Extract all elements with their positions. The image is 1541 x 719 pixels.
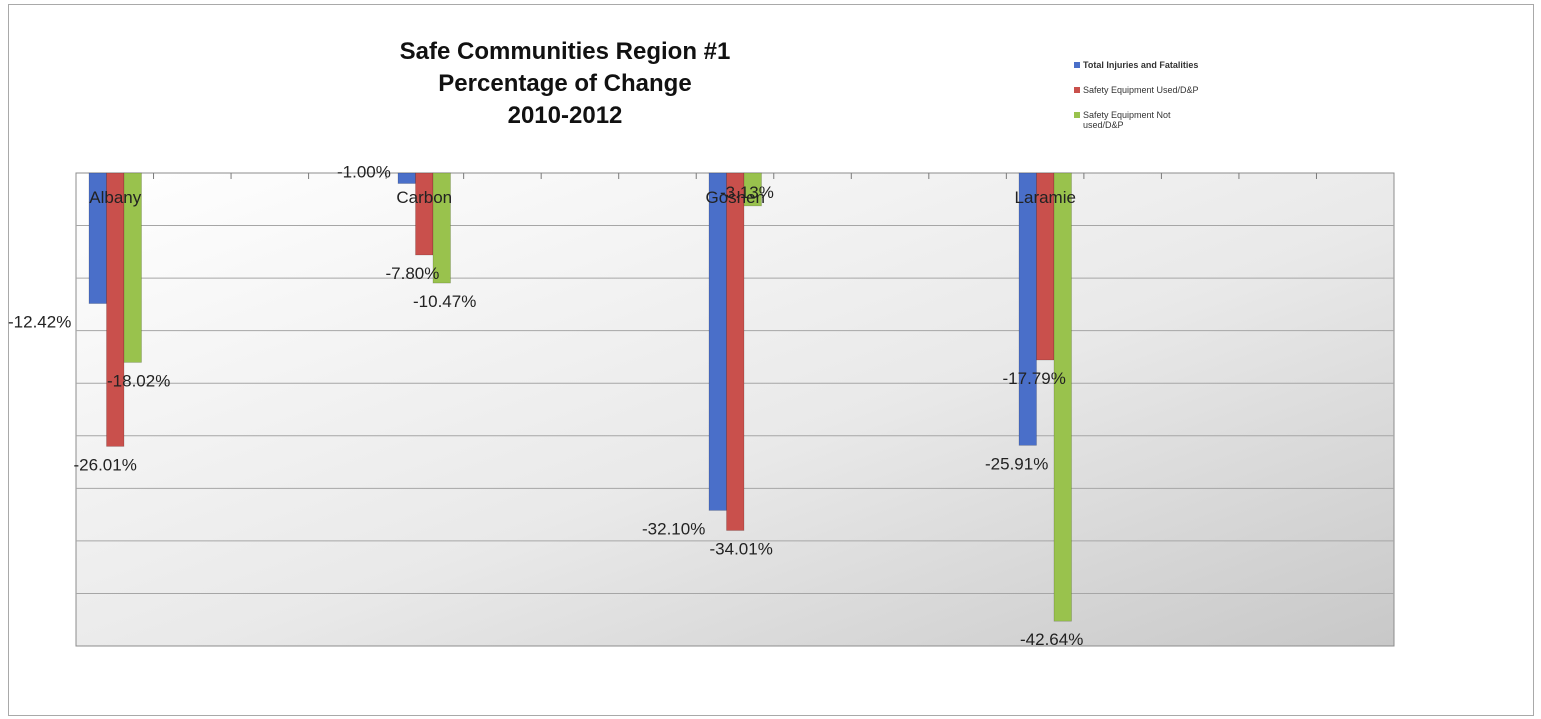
value-label-goshen-safety-equipment-not-used-d-p: -3.13% xyxy=(720,183,774,202)
legend-swatch-total-injuries xyxy=(1074,62,1080,68)
bar-goshen-total-injuries-and-fatalities xyxy=(708,172,727,511)
legend-label-total-injuries: Total Injuries and Fatalities xyxy=(1083,60,1199,70)
value-label-carbon-total-injuries-and-fatalities: -1.00% xyxy=(337,163,391,182)
chart-title-line-1: Safe Communities Region #1 xyxy=(399,38,731,65)
value-label-albany-safety-equipment-not-used-d-p: -18.02% xyxy=(107,371,170,390)
value-labels: -12.42% -26.01% -18.02% -1.00% -7.80% -10.47%… xyxy=(8,163,1083,650)
legend-swatch-equipment-used xyxy=(1074,87,1080,93)
category-label-laramie: Laramie xyxy=(1015,188,1076,207)
bar-goshen-safety-equipment-not-used-d-p xyxy=(743,172,762,207)
value-label-carbon-safety-equipment-used-d-p: -7.80% xyxy=(386,264,440,283)
value-label-laramie-safety-equipment-used-d-p: -17.79% xyxy=(1003,369,1066,388)
legend-item-total-injuries: Total Injuries and Fatalities xyxy=(1074,60,1274,70)
category-label-goshen: Goshen xyxy=(705,188,765,207)
value-label-goshen-safety-equipment-used-d-p: -34.01% xyxy=(710,539,773,558)
bar-laramie-total-injuries-and-fatalities xyxy=(1018,172,1037,446)
value-label-laramie-total-injuries-and-fatalities: -25.91% xyxy=(985,454,1048,473)
legend-swatch-equipment-not-used xyxy=(1074,112,1080,118)
value-label-laramie-safety-equipment-not-used-d-p: -42.64% xyxy=(1020,630,1083,649)
chart-title-line-2: Percentage of Change xyxy=(438,70,692,97)
bars xyxy=(88,172,1072,622)
category-label-carbon: Carbon xyxy=(396,188,452,207)
bar-albany-safety-equipment-not-used-d-p xyxy=(123,172,142,363)
bar-carbon-total-injuries-and-fatalities xyxy=(397,172,416,184)
axis-ticks xyxy=(153,173,1317,179)
legend-item-equipment-not-used: Safety Equipment Not used/D&P xyxy=(1074,110,1274,130)
chart-legend: Total Injuries and Fatalities Safety Equ… xyxy=(1074,60,1274,145)
value-label-albany-total-injuries-and-fatalities: -12.42% xyxy=(8,313,71,332)
legend-label-equipment-not-used: Safety Equipment Not used/D&P xyxy=(1083,110,1171,130)
bar-albany-safety-equipment-used-d-p xyxy=(106,172,125,447)
chart-title: Safe Communities Region #1 Percentage of… xyxy=(360,36,770,132)
value-label-albany-safety-equipment-used-d-p: -26.01% xyxy=(74,455,137,474)
category-labels: Albany Carbon Goshen Laramie xyxy=(89,188,1076,207)
bar-goshen-safety-equipment-used-d-p xyxy=(726,172,745,531)
value-label-carbon-safety-equipment-not-used-d-p: -10.47% xyxy=(413,292,476,311)
bar-carbon-safety-equipment-used-d-p xyxy=(415,172,434,256)
legend-item-equipment-used: Safety Equipment Used/D&P xyxy=(1074,85,1274,95)
chart-title-line-3: 2010-2012 xyxy=(507,102,623,129)
value-label-goshen-total-injuries-and-fatalities: -32.10% xyxy=(642,519,705,538)
legend-label-equipment-used: Safety Equipment Used/D&P xyxy=(1083,85,1199,95)
category-label-albany: Albany xyxy=(89,188,141,207)
bar-laramie-safety-equipment-not-used-d-p xyxy=(1053,172,1072,622)
bar-carbon-safety-equipment-not-used-d-p xyxy=(432,172,451,284)
